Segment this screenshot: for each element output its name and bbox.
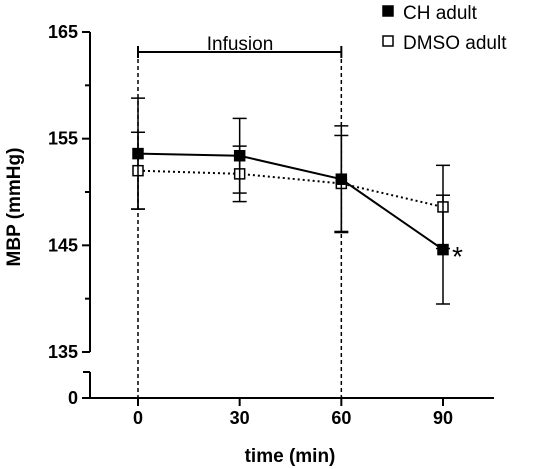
y-tick-label-135: 135	[48, 342, 78, 362]
series-layer	[131, 97, 450, 305]
legend-marker-ch-adult	[382, 5, 394, 17]
series-line-dmso-adult	[137, 169, 444, 208]
point-ch-adult-30	[233, 149, 246, 162]
y-tick-label-165: 165	[48, 22, 78, 42]
legend-label-ch-adult: CH adult	[403, 3, 478, 24]
y-axis-title: MBP (mmHg)	[4, 148, 25, 267]
legend: CH adult DMSO adult	[382, 3, 507, 54]
series-line-ch-adult	[137, 152, 444, 251]
infusion-label: Infusion	[207, 34, 274, 55]
x-tick-label-90: 90	[433, 408, 453, 428]
point-ch-adult-60	[335, 173, 348, 185]
legend-marker-dmso-adult	[382, 35, 394, 47]
point-ch-adult-0	[132, 147, 144, 160]
series-dmso-adult	[131, 131, 450, 250]
y-tick-label-155: 155	[48, 129, 78, 149]
y-tick-label-0: 0	[68, 388, 78, 408]
point-ch-adult-90	[437, 243, 449, 256]
y-tick-label-145: 145	[48, 235, 78, 255]
annotations: Infusion *	[137, 34, 463, 398]
axes: 135 145 155 165 0 0 30 60 90	[48, 22, 494, 428]
series-ch-adult	[131, 97, 450, 305]
x-tick-label-30: 30	[230, 408, 250, 428]
x-axis-title: time (min)	[245, 446, 336, 467]
x-tick-label-60: 60	[331, 408, 351, 428]
significance-star: *	[452, 241, 463, 272]
legend-label-dmso-adult: DMSO adult	[403, 33, 507, 54]
x-tick-label-0: 0	[133, 408, 143, 428]
